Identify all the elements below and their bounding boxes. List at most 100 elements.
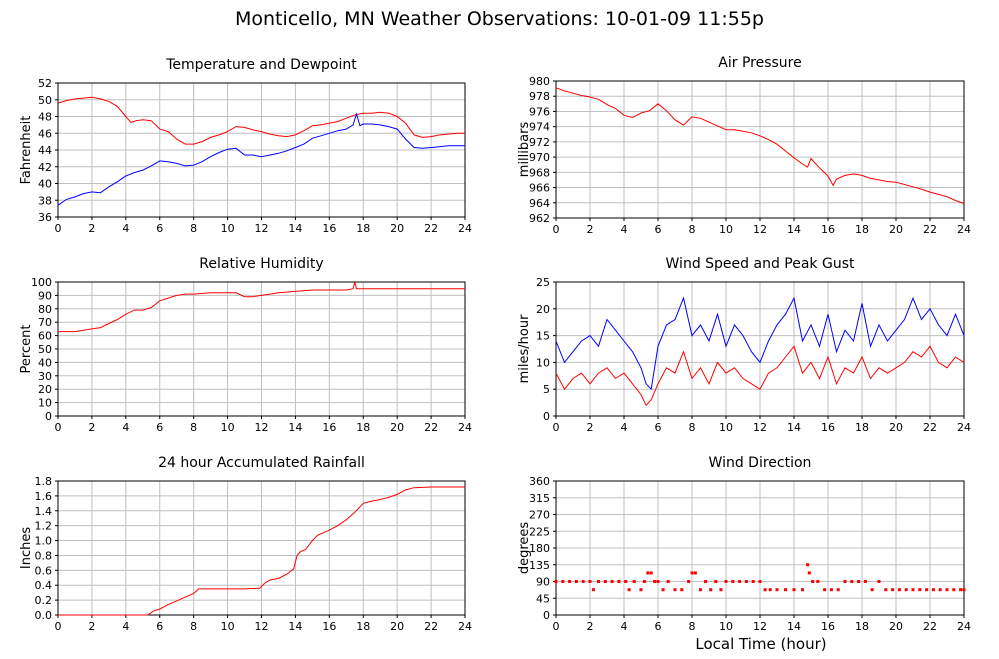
y-tick-label: 1.6: [35, 490, 53, 503]
y-tick-label: 50: [38, 94, 52, 107]
x-tick-label: 24: [957, 223, 971, 236]
x-tick-label: 22: [424, 620, 438, 633]
data-point: [792, 588, 796, 592]
data-point: [758, 580, 762, 583]
data-point: [904, 588, 908, 592]
data-point: [911, 588, 915, 592]
x-tick-label: 24: [957, 421, 971, 434]
y-tick-label: 1.4: [35, 505, 53, 518]
y-tick-label: 976: [529, 105, 550, 118]
data-point: [897, 588, 901, 592]
x-tick-label: 16: [322, 620, 336, 633]
data-point: [775, 588, 779, 592]
x-tick-label: 0: [55, 421, 62, 434]
x-tick-label: 18: [356, 620, 370, 633]
x-tick-label: 6: [156, 222, 163, 235]
page-title: Monticello, MN Weather Observations: 10-…: [234, 8, 764, 30]
x-tick-label: 20: [889, 223, 903, 236]
x-tick-label: 14: [288, 620, 302, 633]
y-tick-label: 180: [529, 542, 550, 555]
y-tick-label: 964: [529, 197, 550, 210]
x-tick-label: 8: [190, 222, 197, 235]
y-tick-label: 30: [38, 370, 52, 383]
x-tick-label: 4: [122, 421, 129, 434]
x-tick-label: 14: [787, 620, 801, 633]
data-point: [714, 580, 718, 583]
x-tick-label: 12: [753, 223, 767, 236]
y-tick-label: 20: [536, 303, 550, 316]
x-tick-label: 18: [855, 223, 869, 236]
x-tick-label: 4: [122, 620, 129, 633]
y-tick-label: 0.8: [35, 549, 53, 562]
y-tick-label: 80: [38, 303, 52, 316]
y-axis-label: Inches: [19, 527, 34, 569]
y-tick-label: 0: [543, 410, 550, 423]
x-tick-label: 14: [288, 222, 302, 235]
x-tick-label: 4: [621, 620, 628, 633]
series-line-0: [58, 281, 465, 333]
x-tick-label: 2: [587, 223, 594, 236]
x-tick-label: 2: [88, 222, 95, 235]
data-point: [724, 580, 728, 583]
wind-direction-chart: 0 2 4 6 8 10 12 14 16 18 20 22 240459013518022527031…: [517, 455, 971, 633]
x-tick-label: 12: [255, 620, 269, 633]
y-tick-label: 15: [536, 330, 550, 343]
data-point: [699, 588, 702, 592]
x-tick-label: 0: [55, 222, 62, 235]
y-tick-label: 100: [31, 276, 52, 289]
y-tick-label: 968: [529, 166, 550, 179]
x-tick-label: 22: [424, 421, 438, 434]
y-tick-label: 0.2: [35, 594, 53, 607]
series-line-0: [555, 87, 965, 204]
data-point: [561, 580, 565, 583]
data-point: [938, 588, 942, 592]
y-tick-label: 1.2: [35, 520, 53, 533]
x-tick-label: 18: [855, 421, 869, 434]
chart-title: 24 hour Accumulated Rainfall: [158, 455, 365, 471]
x-tick-label: 14: [787, 421, 801, 434]
x-tick-label: 20: [889, 421, 903, 434]
data-point: [680, 588, 684, 592]
y-tick-label: 38: [38, 194, 52, 207]
series-line-0: [555, 296, 965, 391]
x-tick-label: 10: [221, 222, 235, 235]
series-line-1: [57, 112, 465, 206]
data-point: [806, 563, 810, 567]
data-point: [704, 580, 708, 583]
x-tick-label: 2: [88, 620, 95, 633]
x-tick-label: 20: [889, 620, 903, 633]
x-tick-label: 6: [156, 620, 163, 633]
data-point: [863, 580, 867, 583]
x-tick-label: 12: [753, 421, 767, 434]
y-axis-label: degrees: [517, 522, 532, 575]
data-point: [656, 580, 660, 583]
x-tick-label: 10: [719, 620, 733, 633]
data-point: [603, 580, 607, 583]
x-tick-label: 2: [88, 421, 95, 434]
x-tick-label: 16: [322, 222, 336, 235]
chart-title: Relative Humidity: [199, 256, 323, 272]
data-point: [857, 580, 861, 583]
data-point: [952, 588, 956, 592]
y-tick-label: 0: [45, 410, 52, 423]
data-point: [666, 580, 670, 583]
data-point: [918, 588, 922, 592]
data-point: [843, 580, 847, 583]
y-tick-label: 1.8: [35, 475, 53, 488]
y-axis-label: Percent: [19, 325, 34, 374]
x-tick-label: 6: [156, 421, 163, 434]
x-tick-label: 16: [821, 223, 835, 236]
data-point: [870, 588, 874, 592]
y-tick-label: 45: [536, 592, 550, 605]
y-tick-label: 0: [543, 609, 550, 622]
x-tick-label: 10: [719, 223, 733, 236]
x-tick-label: 16: [821, 421, 835, 434]
data-point: [768, 588, 772, 592]
chart-title: Wind Speed and Peak Gust: [666, 256, 855, 272]
data-point: [627, 588, 631, 592]
y-tick-label: 46: [38, 127, 52, 140]
y-tick-label: 52: [38, 77, 52, 90]
y-tick-label: 5: [543, 383, 550, 396]
x-tick-label: 8: [190, 421, 197, 434]
y-tick-label: 20: [38, 383, 52, 396]
